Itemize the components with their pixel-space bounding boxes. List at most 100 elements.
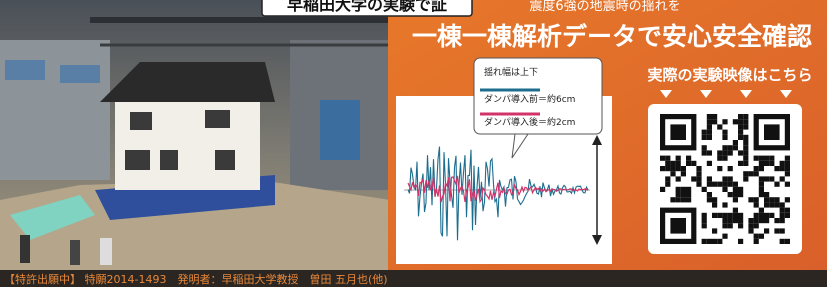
qr-finder [670, 218, 686, 234]
qr-module [764, 228, 769, 233]
qr-module [759, 234, 764, 239]
qr-module [733, 208, 738, 213]
qr-module [717, 124, 722, 129]
qr-module [722, 234, 727, 239]
qr-module [780, 239, 785, 244]
qr-module [670, 197, 675, 202]
qr-module [707, 161, 712, 166]
qr-module [717, 213, 722, 218]
qr-module [702, 218, 707, 223]
legend-before: ダンパ導入前＝約6cm [484, 93, 575, 105]
qr-module [754, 166, 759, 171]
qr-module [743, 119, 748, 124]
qr-module [759, 156, 764, 161]
qr-module [728, 166, 733, 171]
qr-module [759, 176, 764, 181]
qr-module [748, 223, 753, 228]
qr-module [707, 135, 712, 140]
qr-module [722, 213, 727, 218]
qr-module [743, 156, 748, 161]
qr-module [707, 192, 712, 197]
qr-module [769, 197, 774, 202]
qr-module [743, 150, 748, 155]
qr-module [660, 187, 665, 192]
qr-module [780, 208, 785, 213]
qr-module [733, 213, 738, 218]
qr-module [707, 130, 712, 135]
qr-module [759, 192, 764, 197]
qr-module [722, 156, 727, 161]
qr-module [748, 228, 753, 233]
qr-module [722, 119, 727, 124]
qr-module [743, 140, 748, 145]
qr-module [722, 130, 727, 135]
qr-module [660, 166, 665, 171]
qr-module [728, 218, 733, 223]
qr-module [665, 176, 670, 181]
qr-module [754, 202, 759, 207]
qr-module [665, 156, 670, 161]
qr-module [738, 114, 743, 119]
title: 一棟一棟解析データで安心安全確認 [412, 22, 812, 51]
qr-module [780, 228, 785, 233]
qr-module [759, 161, 764, 166]
qr-module [785, 213, 790, 218]
qr-module [665, 161, 670, 166]
qr-module [707, 182, 712, 187]
qr-module [722, 145, 727, 150]
qr-module [728, 213, 733, 218]
qr-module [676, 187, 681, 192]
qr-module [764, 161, 769, 166]
qr-module [707, 114, 712, 119]
qr-module [722, 202, 727, 207]
qr-module [702, 145, 707, 150]
qr-module [707, 124, 712, 129]
qr-module [712, 114, 717, 119]
qr-module [754, 171, 759, 176]
qr-module [764, 218, 769, 223]
legend-after: ダンパ導入後＝約2cm [484, 116, 575, 128]
qr-module [681, 197, 686, 202]
qr-module [774, 202, 779, 207]
qr-module [717, 182, 722, 187]
qr-module [717, 156, 722, 161]
qr-module [764, 213, 769, 218]
qr-module [681, 187, 686, 192]
qr-module [785, 197, 790, 202]
qr-module [712, 239, 717, 244]
qr-module [759, 218, 764, 223]
qr-module [722, 218, 727, 223]
qr-module [676, 176, 681, 181]
qr-module [665, 166, 670, 171]
qr-module [728, 145, 733, 150]
qr-module [670, 166, 675, 171]
qr-module [686, 197, 691, 202]
qr-module [759, 187, 764, 192]
qr-module [769, 213, 774, 218]
qr-module [702, 150, 707, 155]
qr-module [780, 213, 785, 218]
badge-text: 早稲田大学の実験で証 [287, 0, 447, 14]
qr-module [660, 156, 665, 161]
qr-module [743, 145, 748, 150]
qr-module [686, 187, 691, 192]
qr-module [707, 176, 712, 181]
qr-module [785, 208, 790, 213]
qr-module [733, 182, 738, 187]
qr-module [717, 150, 722, 155]
qr-module [754, 218, 759, 223]
qr-module [670, 171, 675, 176]
qr-module [738, 218, 743, 223]
qr-module [696, 166, 701, 171]
qr-module [738, 187, 743, 192]
qr-module [733, 197, 738, 202]
qr-module [738, 223, 743, 228]
qr-module [754, 234, 759, 239]
qr-module [712, 228, 717, 233]
qr-module [785, 239, 790, 244]
qr-module [722, 182, 727, 187]
qr-module [702, 130, 707, 135]
qr-module [702, 239, 707, 244]
qr-module [748, 171, 753, 176]
qr-module [759, 182, 764, 187]
